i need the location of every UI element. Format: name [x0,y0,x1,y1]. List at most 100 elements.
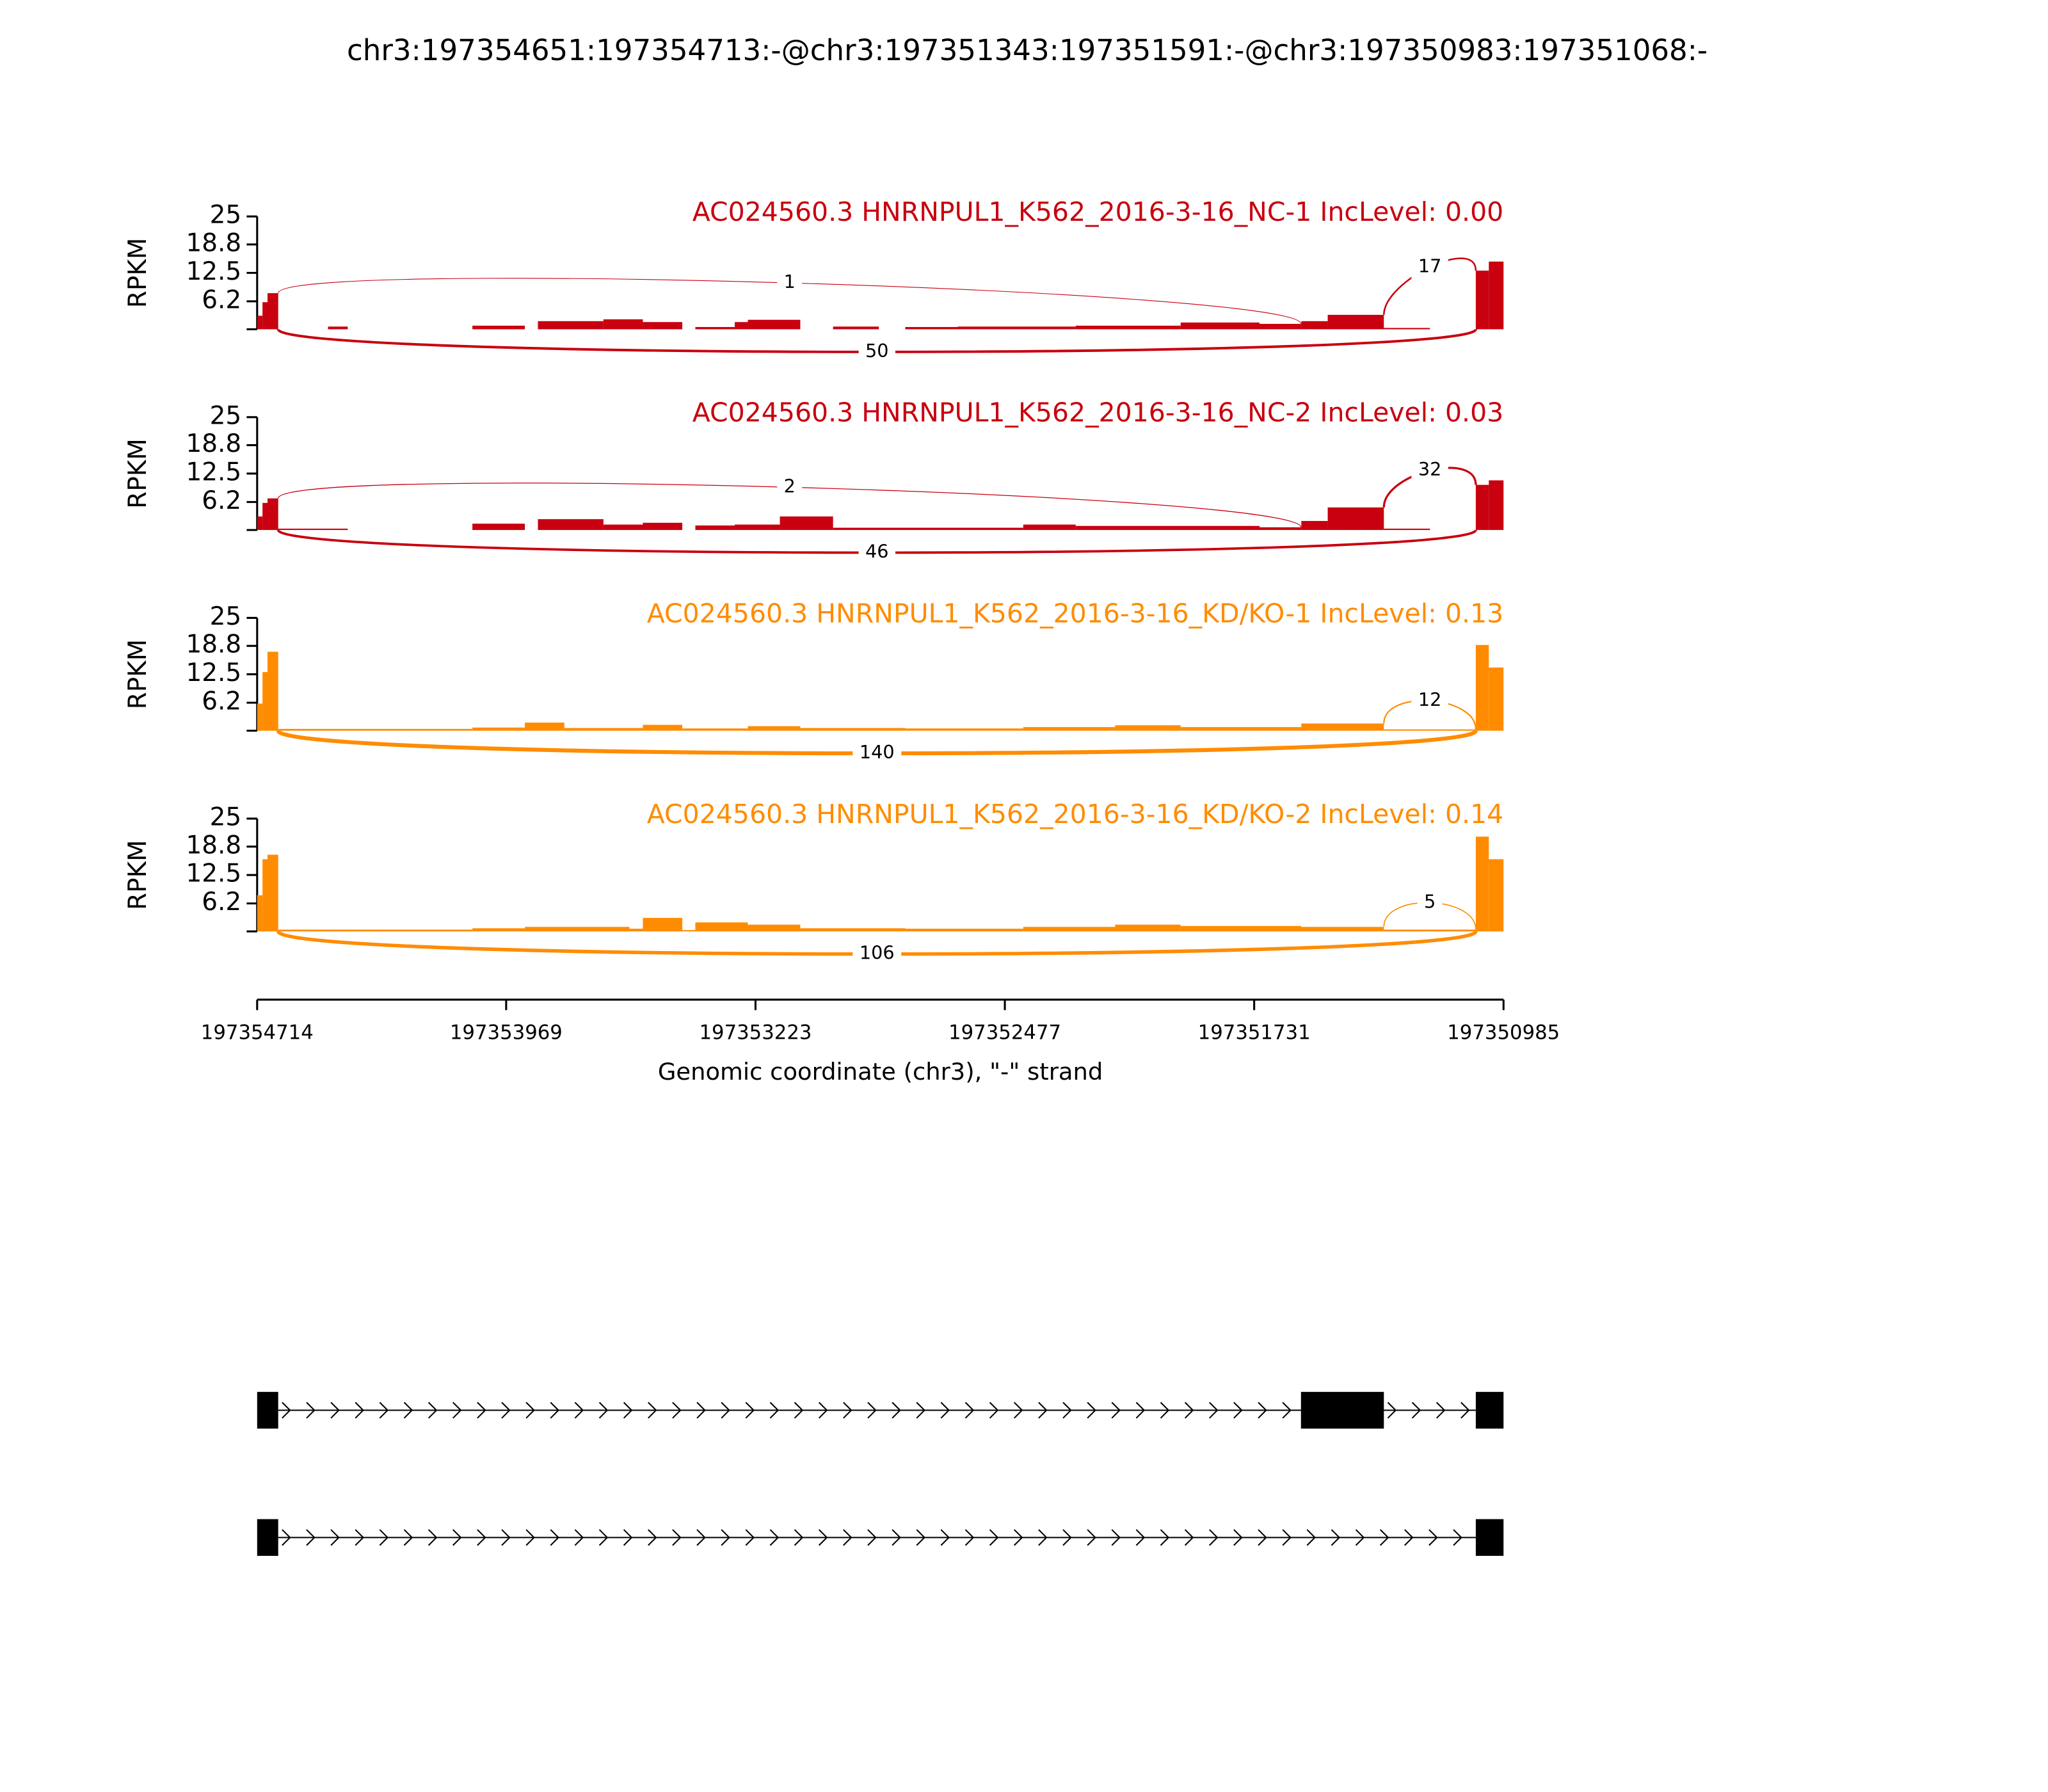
panel-title: AC024560.3 HNRNPUL1_K562_2016-3-16_NC-2 … [692,397,1504,428]
strand-chevron [1258,1402,1267,1419]
coverage-bar [1260,324,1302,330]
coverage-bar [643,522,683,531]
y-tick-label: 6.2 [202,888,241,916]
y-tick-label: 12.5 [186,659,241,687]
coverage-bar [603,524,643,531]
coverage-bar [262,302,268,330]
junction-label-bg [852,942,902,966]
strand-chevron [1062,1402,1072,1419]
coverage-bar [1301,521,1328,531]
coverage-bar [1023,727,1116,731]
coverage-bar [1489,668,1504,731]
strand-chevron [282,1402,291,1419]
panel-title: AC024560.3 HNRNPUL1_K562_2016-3-16_KD/KO… [647,799,1504,829]
coverage-bar [278,929,473,932]
strand-chevron [574,1402,584,1419]
strand-chevron [1411,1402,1421,1419]
y-tick-label: 18.8 [186,831,241,860]
coverage-bar [1023,927,1116,932]
strand-chevron [282,1529,291,1546]
strand-chevron [452,1529,462,1546]
coverage-bar [643,724,683,731]
strand-chevron [477,1529,486,1546]
coverage-bar [905,728,1023,731]
strand-chevron [1428,1529,1438,1546]
junction-label-bg [777,475,803,499]
strand-chevron [1014,1402,1023,1419]
strand-chevron [916,1402,925,1419]
coverage-bar [1180,727,1302,731]
junction-label-bg [1411,255,1448,279]
y-axis-label: RPKM [124,438,152,509]
strand-chevron [1209,1402,1219,1419]
strand-chevron [598,1402,609,1419]
strand-chevron [1111,1402,1121,1419]
coverage-bar [1384,528,1430,531]
strand-chevron [403,1402,413,1419]
strand-chevron [1233,1529,1243,1546]
coverage-bar [257,316,263,330]
coverage-bar [905,326,958,330]
strand-chevron [648,1529,657,1546]
coverage-bar [472,325,525,330]
strand-chevron [452,1402,462,1419]
junction-label: 32 [1418,458,1442,480]
strand-chevron [867,1402,877,1419]
strand-chevron [1038,1402,1048,1419]
junction-label-bg [858,340,896,364]
x-tick-label: 197353223 [699,1021,812,1044]
strand-chevron [818,1529,828,1546]
junction-label: 140 [860,741,895,763]
strand-chevron [892,1529,901,1546]
y-tick-label: 6.2 [202,687,241,716]
coverage-bar [833,326,879,330]
strand-chevron [1062,1529,1072,1546]
strand-chevron [696,1529,706,1546]
coverage-bar [682,930,696,932]
strand-chevron [1306,1529,1316,1546]
strand-chevron [1014,1529,1023,1546]
coverage-bar [1301,927,1384,932]
strand-chevron [1282,1402,1292,1419]
coverage-bar [1327,314,1384,330]
coverage-bar [1475,836,1489,932]
strand-chevron [477,1402,486,1419]
junction-label: 46 [865,540,889,562]
coverage-bar [267,498,278,531]
coverage-bar [748,726,801,731]
strand-chevron [794,1529,804,1546]
junction-label-bg [852,741,902,765]
coverage-bar [525,723,564,731]
strand-chevron [769,1402,780,1419]
strand-chevron [623,1402,633,1419]
strand-chevron [501,1529,511,1546]
coverage-bar [905,929,1023,932]
coverage-bar [257,895,263,932]
coverage-bar [695,326,735,330]
exon [1475,1391,1504,1429]
strand-chevron [1184,1402,1194,1419]
coverage-bar [1180,322,1260,330]
strand-chevron [1038,1529,1048,1546]
junction-label-bg [777,271,803,295]
coverage-bar [278,728,473,731]
strand-chevron [818,1402,828,1419]
strand-chevron [1282,1529,1292,1546]
junction-label: 12 [1418,689,1442,710]
coverage-bar [748,924,801,932]
coverage-bar [1301,723,1384,731]
strand-chevron [1258,1529,1267,1546]
x-tick-label: 197352477 [948,1021,1061,1044]
strand-chevron [623,1529,633,1546]
strand-chevron [843,1529,852,1546]
coverage-bar [603,319,643,330]
y-tick-label: 18.8 [186,228,241,257]
coverage-bar [695,525,735,531]
coverage-bar [328,326,348,330]
strand-chevron [672,1529,682,1546]
chart-title: chr3:197354651:197354713:-@chr3:19735134… [347,33,1708,67]
coverage-bar [472,727,525,731]
strand-chevron [1379,1529,1389,1546]
coverage-bar [1384,929,1476,932]
